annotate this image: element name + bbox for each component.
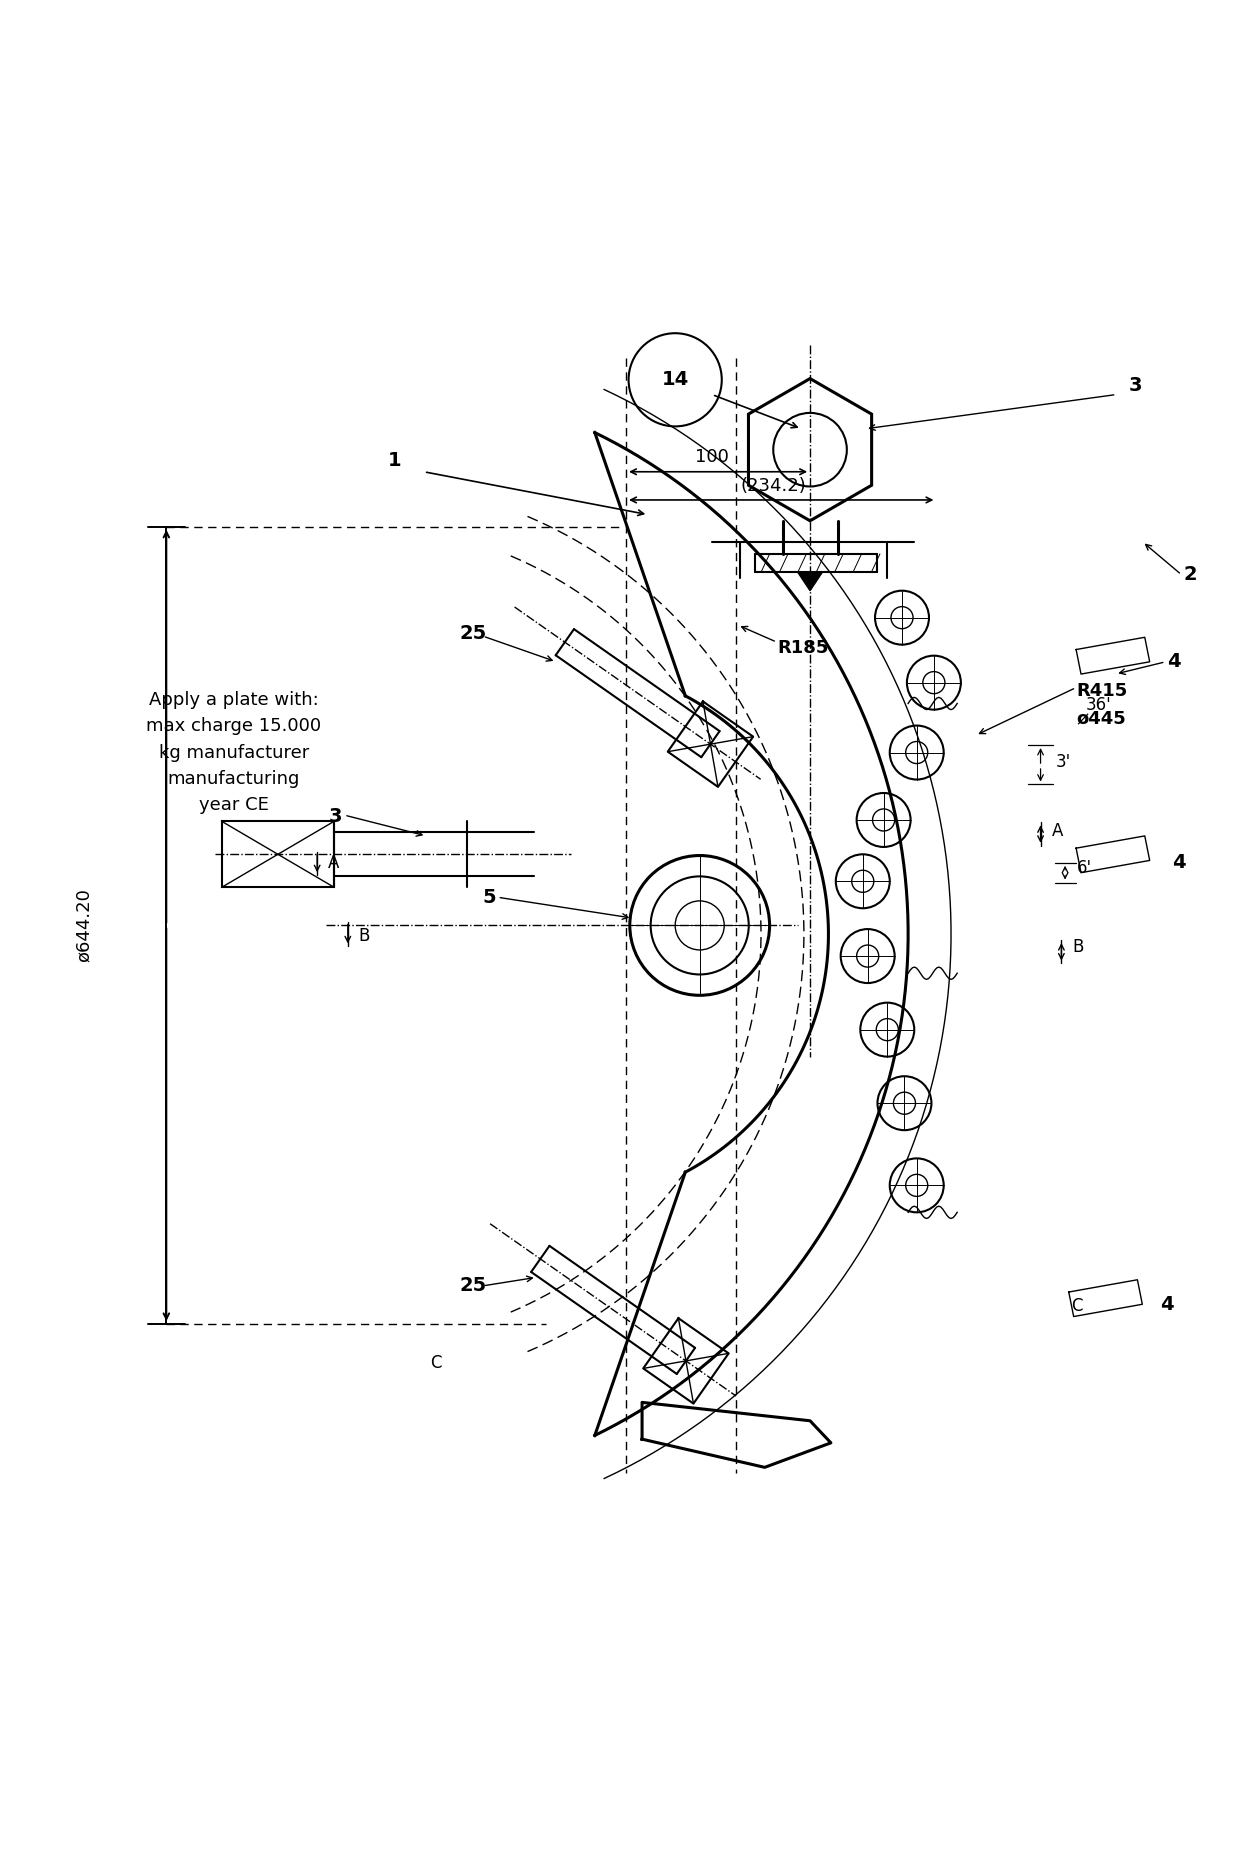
Text: 2: 2	[1183, 566, 1197, 585]
Polygon shape	[797, 572, 822, 590]
Text: 3': 3'	[1055, 753, 1070, 771]
Text: (234.2): (234.2)	[740, 476, 806, 495]
Text: 4: 4	[1161, 1295, 1173, 1313]
Text: A: A	[1052, 822, 1063, 841]
Text: B: B	[1073, 938, 1084, 956]
Text: 36': 36'	[1086, 695, 1112, 714]
Text: ø445: ø445	[1076, 710, 1126, 727]
Text: A: A	[329, 854, 340, 872]
Text: ø644.20: ø644.20	[76, 889, 93, 962]
Text: 5: 5	[482, 887, 496, 906]
Text: 3: 3	[1128, 377, 1142, 396]
Text: 25: 25	[459, 624, 486, 643]
Text: R185: R185	[777, 639, 828, 658]
Text: 14: 14	[662, 370, 688, 389]
Text: 25: 25	[459, 1276, 486, 1295]
Bar	[222, 822, 335, 887]
Text: C: C	[430, 1354, 441, 1373]
Text: 4: 4	[1172, 854, 1185, 872]
Text: Apply a plate with:
max charge 15.000
kg manufacturer
manufacturing
year CE: Apply a plate with: max charge 15.000 kg…	[146, 691, 321, 814]
Text: 1: 1	[388, 452, 402, 471]
Text: B: B	[358, 927, 371, 945]
Text: 3: 3	[329, 807, 342, 826]
Text: 6': 6'	[1078, 859, 1092, 876]
Text: R415: R415	[1076, 682, 1127, 700]
Text: 100: 100	[696, 448, 729, 465]
Text: 4: 4	[1167, 652, 1180, 671]
Text: C: C	[1071, 1296, 1083, 1315]
